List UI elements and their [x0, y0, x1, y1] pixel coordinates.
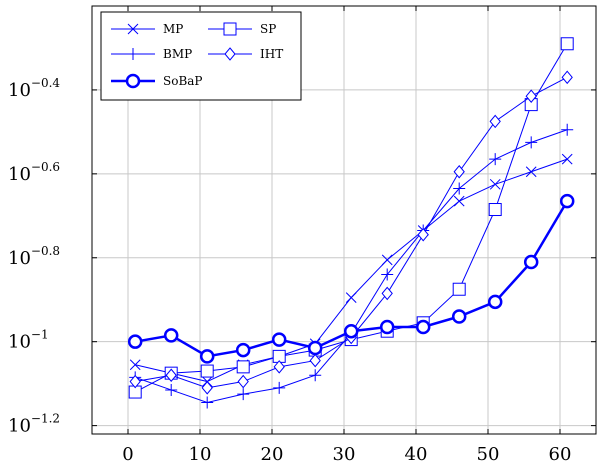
- data-point-sp: [488, 203, 502, 217]
- data-point-iht: [453, 164, 465, 179]
- data-point-iht: [561, 70, 573, 85]
- legend: MP SP BMP IHT SoBaP: [100, 11, 302, 101]
- legend-label: BMP: [163, 47, 192, 61]
- data-point-iht: [237, 374, 249, 389]
- x-tick-label: 10: [189, 444, 212, 465]
- data-point-bmp: [561, 123, 574, 136]
- legend-marker: [224, 47, 236, 61]
- series-bmp: [129, 123, 574, 409]
- legend-item-iht: IHT: [208, 47, 283, 61]
- data-point-iht: [165, 368, 177, 383]
- data-point-iht: [489, 114, 501, 129]
- data-point-bmp: [237, 388, 250, 401]
- data-point-bmp: [453, 182, 466, 195]
- data-point-bmp: [309, 369, 322, 382]
- data-point-iht: [129, 374, 141, 389]
- data-point-mp: [129, 359, 141, 371]
- data-point-sobap: [163, 328, 179, 343]
- legend-item-sp: SP: [208, 22, 276, 36]
- data-point-mp: [381, 254, 393, 266]
- data-point-sobap: [559, 193, 575, 209]
- y-tick-label: 10−1.2: [8, 412, 60, 437]
- y-tick-label: 10−1: [8, 328, 49, 353]
- y-tick-label: 10−0.8: [8, 244, 60, 269]
- x-tick-label: 30: [333, 444, 356, 465]
- y-tick-label: 10−0.4: [8, 76, 60, 101]
- data-point-mp: [489, 178, 501, 190]
- data-point-sp: [200, 364, 214, 378]
- data-point-bmp: [165, 383, 178, 396]
- y-tick-label: 10−0.6: [8, 160, 60, 185]
- data-point-sp: [236, 360, 250, 374]
- data-point-sobap: [235, 342, 251, 358]
- data-point-sobap: [127, 334, 143, 349]
- data-point-iht: [309, 353, 321, 368]
- legend-item-mp: MP: [111, 22, 183, 36]
- data-point-iht: [381, 286, 393, 301]
- data-point-sobap: [523, 254, 539, 270]
- series-sobap: [127, 193, 575, 364]
- data-point-sobap: [451, 309, 467, 324]
- series-mp: [129, 153, 573, 387]
- data-point-sobap: [487, 294, 503, 310]
- legend-item-bmp: BMP: [111, 47, 192, 61]
- data-point-bmp: [273, 381, 286, 394]
- legend-label: MP: [163, 22, 183, 36]
- legend-marker: [127, 23, 139, 35]
- data-point-mp: [561, 153, 573, 165]
- data-point-mp: [453, 195, 465, 207]
- series-lines: [127, 37, 575, 409]
- x-tick-label: 0: [122, 444, 133, 465]
- data-point-sobap: [307, 340, 323, 356]
- data-point-mp: [345, 292, 357, 303]
- data-point-bmp: [381, 268, 394, 281]
- legend-item-sobap: SoBaP: [111, 73, 203, 89]
- x-tick-label: 20: [261, 444, 284, 465]
- data-point-sp: [560, 37, 574, 51]
- data-point-iht: [525, 89, 537, 103]
- data-point-sobap: [199, 349, 215, 364]
- data-point-iht: [273, 360, 285, 374]
- x-tick-label: 60: [549, 444, 572, 465]
- legend-marker: [127, 48, 139, 60]
- data-point-sobap: [379, 319, 395, 335]
- legend-label: SoBaP: [163, 74, 203, 88]
- x-tick-label: 50: [477, 444, 500, 465]
- legend-label: IHT: [260, 47, 283, 61]
- legend-marker: [223, 22, 237, 36]
- data-point-iht: [417, 227, 429, 242]
- data-point-sp: [452, 282, 466, 296]
- axes: 0 10 20 30 40 50 60 10−1.2 10−1 10−0.8 10−0.6 10−0.…: [8, 5, 597, 465]
- data-point-bmp: [525, 136, 538, 149]
- data-point-sobap: [343, 323, 359, 339]
- x-tick-label: 40: [405, 444, 428, 465]
- legend-marker: [125, 73, 141, 89]
- data-point-bmp: [201, 396, 214, 409]
- data-point-sobap: [415, 319, 431, 335]
- data-point-bmp: [489, 153, 502, 166]
- data-point-mp: [525, 166, 537, 178]
- data-point-sobap: [271, 332, 287, 347]
- legend-label: SP: [260, 22, 276, 36]
- data-point-iht: [201, 381, 213, 395]
